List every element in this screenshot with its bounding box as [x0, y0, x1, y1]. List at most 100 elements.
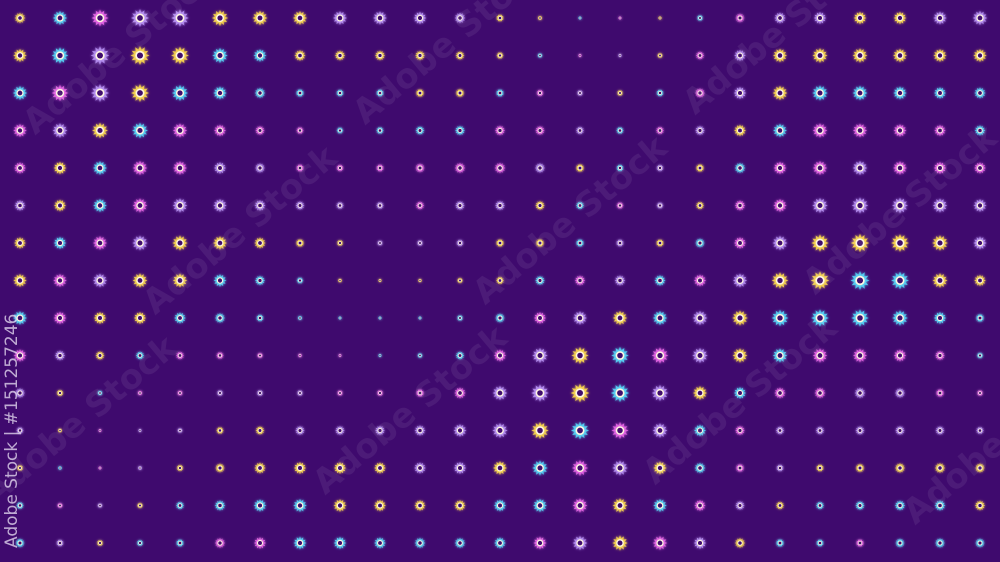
flower-icon	[853, 11, 867, 25]
flower-icon	[893, 123, 907, 138]
flower-icon	[536, 89, 544, 97]
flower-icon	[296, 276, 304, 285]
flower-icon	[612, 535, 628, 551]
flower-icon	[974, 500, 986, 511]
flower-icon	[616, 201, 624, 210]
flower-icon	[13, 123, 27, 138]
flower-icon	[378, 278, 382, 283]
flower-icon	[575, 163, 585, 173]
flower-icon	[413, 11, 427, 25]
flower-icon	[53, 273, 67, 288]
flower-icon	[57, 428, 63, 433]
flower-icon	[851, 197, 869, 214]
flower-icon	[16, 464, 24, 472]
flower-icon	[694, 87, 706, 99]
flower-icon	[652, 535, 668, 551]
flower-icon	[655, 126, 665, 135]
flower-icon	[814, 387, 826, 399]
flower-icon	[255, 425, 265, 436]
flower-icon	[297, 315, 303, 321]
flower-icon	[812, 160, 828, 176]
flower-icon	[171, 84, 189, 102]
flower-icon	[214, 537, 226, 549]
flower-icon	[495, 13, 505, 23]
flower-icon	[852, 348, 868, 363]
flower-icon	[253, 48, 267, 63]
flower-icon	[13, 48, 27, 63]
flower-icon	[492, 422, 508, 439]
flower-icon	[774, 387, 786, 399]
flower-icon	[775, 538, 785, 548]
flower-icon	[537, 15, 543, 21]
flower-icon	[893, 86, 907, 100]
flower-icon	[772, 235, 788, 251]
flower-icon	[533, 311, 547, 325]
flower-icon	[16, 426, 24, 435]
flower-icon	[532, 460, 548, 476]
flower-icon	[14, 387, 26, 399]
flower-icon	[973, 236, 987, 250]
flower-icon	[934, 462, 946, 474]
flower-icon	[338, 316, 342, 320]
flower-icon	[253, 499, 267, 512]
flower-icon	[894, 500, 906, 511]
flower-icon	[54, 350, 66, 361]
flower-icon	[933, 11, 947, 25]
flower-icon	[375, 88, 385, 98]
flower-icon	[376, 126, 384, 135]
flower-icon	[453, 461, 467, 475]
flower-icon	[852, 48, 868, 63]
flower-icon	[297, 353, 303, 358]
flower-icon	[336, 201, 344, 210]
flower-icon	[295, 200, 305, 211]
flower-icon	[454, 537, 466, 549]
flower-icon	[733, 86, 747, 100]
flower-icon	[454, 162, 466, 174]
flower-icon	[892, 310, 908, 326]
flower-icon	[92, 235, 108, 251]
flower-icon	[855, 425, 865, 436]
flower-icon	[96, 539, 104, 547]
flower-icon	[13, 273, 27, 288]
flower-icon	[493, 349, 507, 362]
flower-icon	[256, 389, 264, 397]
flower-icon	[91, 9, 109, 27]
flower-icon	[374, 50, 386, 61]
flower-icon	[332, 10, 348, 26]
flower-icon	[692, 310, 708, 326]
flower-icon	[773, 123, 787, 138]
flower-icon	[652, 423, 668, 438]
flower-icon	[255, 125, 265, 136]
flower-icon	[935, 425, 945, 436]
flower-icon	[933, 48, 947, 63]
flower-icon	[893, 161, 907, 175]
flower-icon	[98, 428, 102, 433]
flower-icon	[496, 51, 504, 60]
flower-icon	[852, 160, 868, 176]
flower-icon	[337, 278, 343, 283]
flower-icon	[612, 498, 628, 513]
flower-icon	[531, 421, 549, 440]
flower-icon	[616, 164, 624, 172]
flower-icon	[414, 537, 426, 549]
flower-icon	[293, 536, 307, 550]
flower-icon	[732, 348, 748, 363]
flower-icon	[418, 316, 422, 320]
flower-icon	[772, 48, 788, 63]
flower-icon	[656, 201, 664, 210]
flower-icon	[132, 235, 148, 251]
flower-icon	[56, 539, 64, 547]
flower-icon	[292, 10, 308, 26]
flower-icon	[52, 10, 68, 26]
flower-icon	[894, 387, 906, 399]
flower-icon	[494, 537, 506, 549]
flower-icon	[571, 459, 589, 477]
flower-icon	[575, 126, 585, 135]
flower-icon	[252, 10, 268, 26]
flower-icon	[533, 536, 547, 550]
flower-icon	[13, 349, 27, 362]
flower-icon	[336, 239, 344, 247]
flower-icon	[216, 426, 224, 435]
flower-icon	[854, 387, 866, 399]
flower-icon	[376, 239, 384, 247]
